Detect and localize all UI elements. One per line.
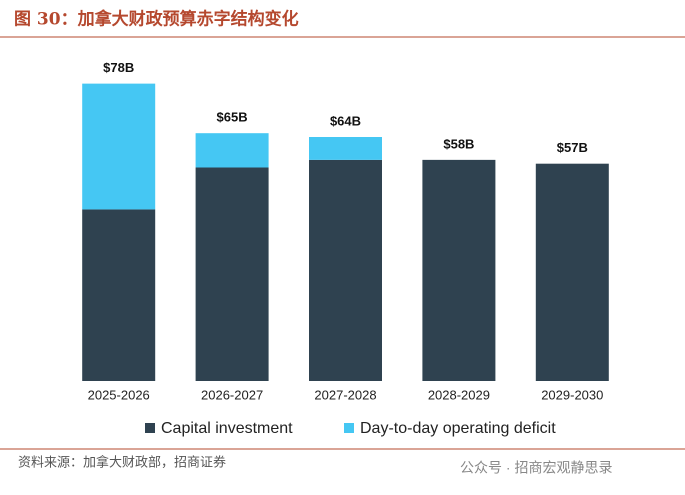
x-tick-label: 2025-2026 <box>88 387 150 402</box>
legend-label: Capital investment <box>161 420 293 437</box>
bar-segment <box>195 167 269 381</box>
data-label: $58B <box>443 136 474 151</box>
bar-segment <box>195 133 269 168</box>
x-tick-label: 2026-2027 <box>201 387 263 402</box>
legend-label: Day-to-day operating deficit <box>360 420 556 437</box>
bar-segment <box>309 137 382 160</box>
data-label: $57B <box>557 140 588 155</box>
chart-title: 图 30：加拿大财政预算赤字结构变化 <box>14 9 299 30</box>
watermark: 公众号 · 招商宏观静思录 <box>460 460 612 476</box>
bar-segment <box>82 83 156 210</box>
x-tick-label: 2029-2030 <box>541 387 603 402</box>
bar-segment <box>535 163 609 381</box>
legend-swatch <box>344 423 354 433</box>
x-tick-label: 2028-2029 <box>428 387 490 402</box>
bar-segment <box>82 209 156 381</box>
legend-swatch <box>145 423 155 433</box>
data-label: $78B <box>103 60 134 75</box>
bar-segment <box>422 159 496 381</box>
source: 资料来源：加拿大财政部，招商证券 <box>18 455 226 471</box>
bar-segment <box>309 159 382 381</box>
data-label: $65B <box>217 110 248 125</box>
data-label: $64B <box>330 113 361 128</box>
x-tick-label: 2027-2028 <box>314 387 376 402</box>
